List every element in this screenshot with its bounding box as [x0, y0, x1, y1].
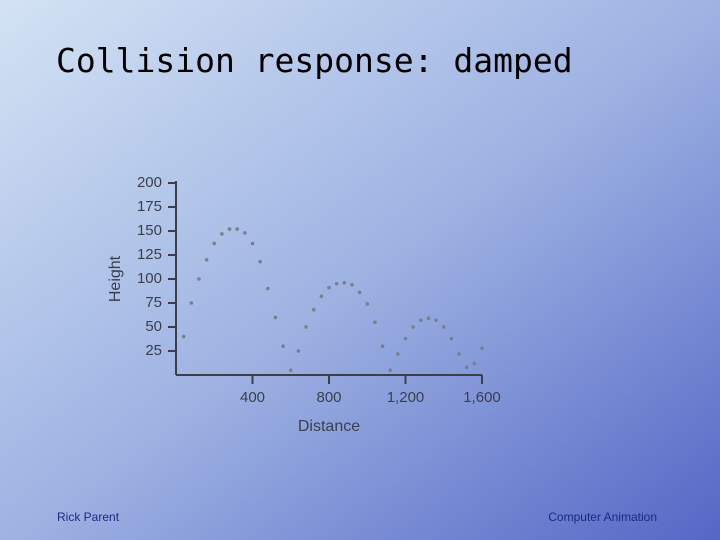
data-point	[227, 227, 232, 231]
data-point	[243, 231, 247, 235]
y-tick-label: 75	[145, 294, 162, 311]
data-point	[342, 281, 347, 285]
y-tick-label: 100	[137, 270, 162, 287]
data-point	[396, 352, 400, 356]
data-point	[480, 346, 484, 350]
data-point	[311, 307, 316, 312]
x-axis-label: Distance	[298, 418, 360, 435]
data-point	[350, 282, 354, 287]
data-point	[327, 285, 331, 290]
data-point	[334, 282, 339, 286]
data-point	[411, 325, 415, 329]
data-point	[220, 232, 224, 236]
y-axis-label: Height	[107, 255, 124, 302]
data-point	[403, 336, 408, 341]
chart: 25 50 75 100 125 150 175 200 400 800 1,200 1,600 Dis…	[107, 174, 501, 435]
data-point	[304, 325, 308, 329]
data-point	[434, 318, 438, 323]
data-point	[189, 301, 194, 305]
data-point	[449, 336, 454, 341]
x-tick-label: 1,600	[463, 389, 501, 406]
y-tick-label: 150	[137, 222, 162, 239]
data-point	[472, 361, 477, 366]
data-point	[419, 318, 423, 323]
data-point	[464, 365, 469, 370]
footer-right: Computer Animation	[548, 510, 657, 524]
x-tick-label: 400	[240, 389, 265, 406]
data-point	[197, 277, 201, 281]
y-tick-label: 125	[137, 246, 162, 263]
data-point	[250, 241, 255, 246]
data-point	[212, 241, 217, 246]
data-point	[266, 286, 270, 291]
x-tick-label: 1,200	[387, 389, 425, 406]
data-point	[365, 302, 370, 306]
data-point	[204, 258, 209, 262]
x-tick-label: 800	[316, 389, 341, 406]
data-point	[181, 334, 186, 339]
data-point	[357, 290, 362, 295]
data-point	[457, 352, 461, 356]
data-point	[426, 316, 431, 321]
data-point	[281, 344, 285, 349]
data-point	[235, 227, 239, 231]
y-tick-label: 200	[137, 174, 162, 191]
y-tick-label: 50	[145, 318, 162, 335]
data-point	[296, 349, 301, 353]
data-point	[388, 368, 393, 373]
data-point	[380, 344, 385, 349]
footer-left: Rick Parent	[57, 510, 120, 524]
data-point	[319, 294, 324, 299]
slide-title: Collision response: damped	[56, 41, 573, 80]
data-point	[288, 368, 293, 373]
data-point	[258, 259, 262, 264]
y-tick-label: 25	[145, 342, 162, 359]
y-tick-label: 175	[137, 198, 162, 215]
data-point	[273, 315, 278, 320]
data-point	[373, 320, 377, 325]
data-point	[441, 325, 446, 329]
